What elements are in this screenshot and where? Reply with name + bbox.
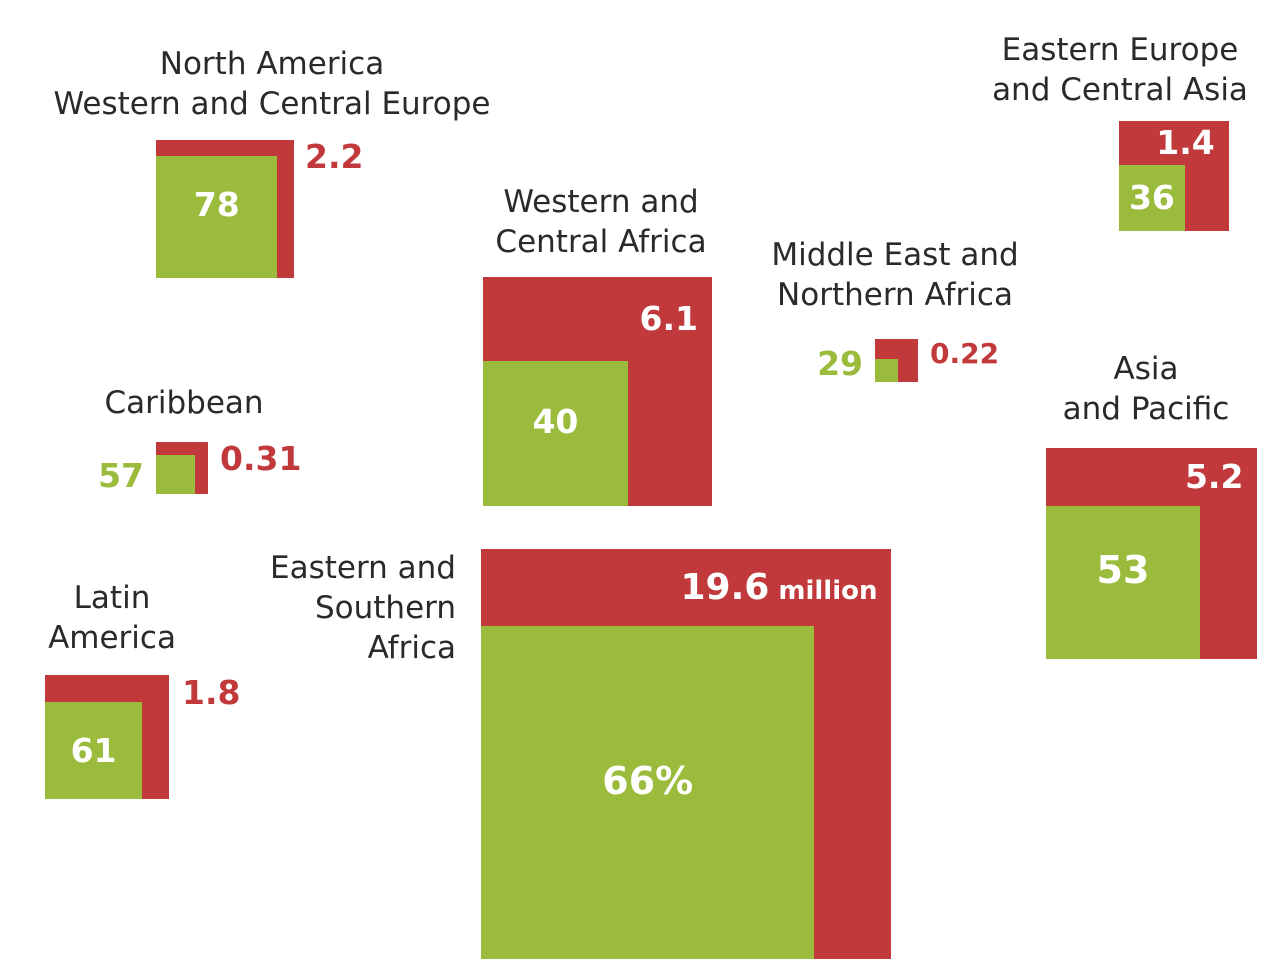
region-label: Western and Central Africa: [495, 182, 706, 262]
region-label-line: America: [48, 620, 176, 656]
treated-square: [1046, 505, 1200, 660]
hiv-total-square: [1046, 448, 1258, 660]
region-label: Asia and Pacific: [1063, 349, 1230, 429]
treated-pct-label: 78: [193, 184, 240, 224]
hiv-value-label: 5.2: [1184, 456, 1244, 496]
hiv-total-square: [156, 442, 208, 494]
hiv-value-label: 6.1: [640, 301, 698, 337]
hiv-total-square: [1119, 121, 1229, 231]
hiv-value: 6.1: [639, 299, 698, 339]
hiv-value: 1.4: [1156, 122, 1215, 162]
hiv-value-label: 0.22: [930, 336, 999, 372]
region-label-line: Northern Africa: [777, 277, 1013, 313]
hiv-value: 0.31: [220, 439, 302, 478]
treated-pct-label: 66%: [602, 758, 694, 803]
region-label-line: Middle East and: [771, 237, 1019, 273]
region-label-line: Africa: [367, 630, 456, 666]
treated-pct-label: 40: [532, 401, 579, 441]
hiv-value-label: 19.6 million: [680, 566, 878, 609]
hiv-value: 19.6: [680, 566, 770, 608]
treated-square: [1119, 164, 1185, 231]
hiv-value: 1.8: [182, 673, 241, 712]
region-label: Eastern and Southern Africa: [270, 548, 456, 668]
treated-pct-label: 57: [98, 455, 144, 495]
region-label-line: and Central Asia: [992, 72, 1248, 108]
hiv-total-square: [156, 140, 294, 278]
hiv-value-label: 0.31: [220, 441, 301, 477]
region-label: Middle East and Northern Africa: [771, 235, 1018, 315]
hiv-value-label: 2.2: [305, 139, 363, 175]
hiv-value: 2.2: [305, 137, 364, 176]
region-label-line: Latin: [73, 580, 151, 616]
region-label-line: and Pacific: [1062, 391, 1230, 427]
hiv-total-square: [875, 339, 919, 383]
region-label-line: Central Africa: [495, 224, 707, 260]
region-label-line: Eastern and: [270, 550, 456, 586]
region-label-line: North America: [159, 46, 385, 82]
hiv-value-label: 1.4: [1156, 122, 1215, 162]
treated-pct-label: 53: [1096, 548, 1150, 593]
region-label-line: Southern: [314, 590, 456, 626]
region-label: Latin America: [48, 578, 176, 658]
treated-pct-label: 61: [70, 730, 117, 770]
region-label-line: Caribbean: [104, 385, 264, 421]
treated-square: [483, 361, 628, 506]
treated-square: [156, 454, 195, 494]
hiv-value: 0.22: [930, 337, 1000, 370]
treated-square: [875, 359, 899, 383]
region-label-line: Eastern Europe: [1001, 32, 1239, 68]
hiv-unit: million: [769, 575, 878, 606]
treated-pct-label: 29: [817, 344, 863, 384]
region-label-line: Western and Central Europe: [53, 86, 491, 122]
region-label-line: Western and: [503, 184, 699, 220]
hiv-value: 5.2: [1184, 456, 1244, 496]
treated-pct-label: 36: [1128, 177, 1175, 217]
hiv-total-square: [483, 277, 712, 506]
hiv-total-square: [481, 549, 892, 959]
hiv-value-label: 1.8: [182, 675, 240, 711]
region-label-line: Asia: [1113, 351, 1179, 387]
treated-square: [156, 156, 278, 278]
region-label: Caribbean: [104, 383, 263, 423]
region-label: Eastern Europe and Central Asia: [992, 30, 1248, 110]
region-label: North America Western and Central Europe: [54, 44, 491, 124]
